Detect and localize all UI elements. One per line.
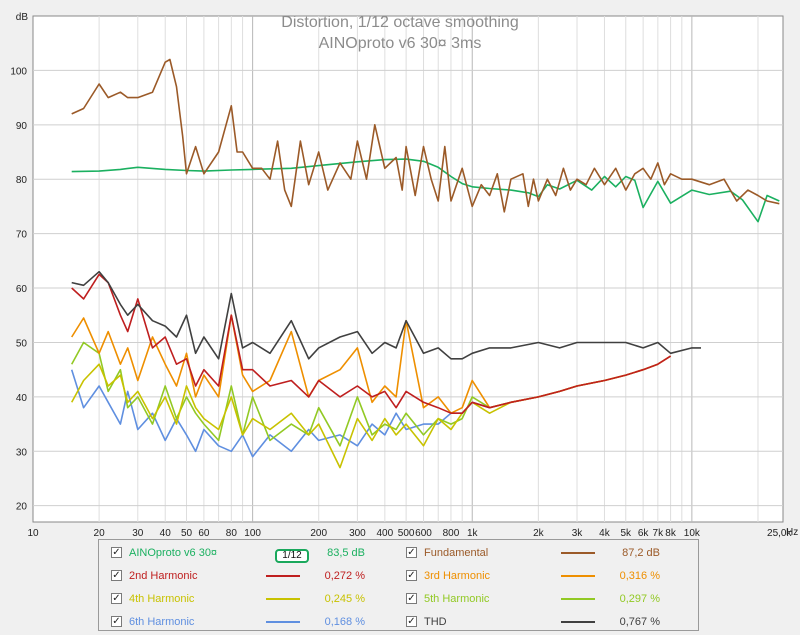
checkbox-6th-harmonic[interactable]: ✓	[111, 616, 122, 627]
legend-item-3rd-harmonic[interactable]: ✓ 3rd Harmonic 0,316 %	[406, 567, 696, 585]
checkbox-thd[interactable]: ✓	[406, 616, 417, 627]
y-tick-label: 60	[16, 284, 28, 295]
x-tick-label: 4k	[599, 528, 611, 539]
y-tick-label: 50	[16, 338, 28, 349]
series-4th-harmonic-line	[70, 363, 626, 469]
chart-title: Distortion, 1/12 octave smoothing	[281, 14, 518, 31]
x-tick-label: 60	[198, 528, 210, 539]
legend-label-2nd-harmonic: 2nd Harmonic	[129, 570, 198, 582]
x-tick-label: 600	[415, 528, 432, 539]
x-tick-label: 80	[226, 528, 238, 539]
y-tick-label: 40	[16, 393, 28, 404]
y-tick-label: 80	[16, 175, 28, 186]
legend-swatch-5th-harmonic	[561, 598, 595, 600]
legend-value-4th-harmonic: 0,245 %	[324, 593, 365, 605]
legend-swatch-thd	[561, 621, 595, 623]
legend-swatch-4th-harmonic	[266, 598, 300, 600]
x-tick-label: 5k	[620, 528, 632, 539]
legend-value-thd: 0,767 %	[619, 616, 660, 628]
legend-label-4th-harmonic: 4th Harmonic	[129, 593, 195, 605]
y-tick-label: 100	[10, 66, 27, 77]
x-tick-label: 100	[244, 528, 261, 539]
x-tick-label: 800	[443, 528, 460, 539]
legend-value-aino: 83,5 dB	[327, 547, 365, 559]
legend-label-6th-harmonic: 6th Harmonic	[129, 616, 195, 628]
legend-swatch-3rd-harmonic	[561, 575, 595, 577]
y-axis-label: dB	[16, 12, 29, 23]
legend-label-thd: THD	[424, 616, 447, 628]
legend-swatch-fundamental	[561, 552, 595, 554]
x-axis-label: Hz	[786, 527, 798, 538]
y-tick-label: 20	[16, 502, 28, 513]
x-tick-label: 500	[398, 528, 415, 539]
x-tick-label: 6k	[638, 528, 650, 539]
x-tick-label: 400	[377, 528, 394, 539]
grid	[33, 16, 783, 522]
x-tick-label: 30	[132, 528, 144, 539]
checkbox-aino[interactable]: ✓	[111, 547, 122, 558]
x-tick-label: 8k	[665, 528, 677, 539]
x-tick-label: 20	[94, 528, 106, 539]
series-group	[70, 58, 780, 469]
legend-swatch-2nd-harmonic	[266, 575, 300, 577]
legend-panel: ✓ AINOproto v6 30¤ 1/12 83,5 dB ✓ Fundam…	[98, 539, 699, 631]
checkbox-fundamental[interactable]: ✓	[406, 547, 417, 558]
x-tick-label: 50	[181, 528, 193, 539]
x-tick-label: 300	[349, 528, 366, 539]
x-tick-label: 10	[27, 528, 39, 539]
legend-item-6th-harmonic[interactable]: ✓ 6th Harmonic 0,168 %	[111, 613, 401, 631]
legend-swatch-6th-harmonic	[266, 621, 300, 623]
legend-value-6th-harmonic: 0,168 %	[324, 616, 365, 628]
checkbox-4th-harmonic[interactable]: ✓	[111, 593, 122, 604]
legend-item-thd[interactable]: ✓ THD 0,767 %	[406, 613, 696, 631]
x-tick-label: 2k	[533, 528, 545, 539]
x-tick-label: 40	[160, 528, 172, 539]
series-ainoproto-v6-30-line	[71, 158, 780, 223]
legend-item-2nd-harmonic[interactable]: ✓ 2nd Harmonic 0,272 %	[111, 567, 401, 585]
x-tick-label: 3k	[572, 528, 584, 539]
series-thd-line	[71, 270, 701, 360]
legend-value-2nd-harmonic: 0,272 %	[324, 570, 365, 582]
legend-value-fundamental: 87,2 dB	[622, 547, 660, 559]
y-tick-label: 90	[16, 121, 28, 132]
distortion-chart: dB Hz Distortion, 1/12 octave smoothing …	[10, 12, 798, 539]
legend-item-5th-harmonic[interactable]: ✓ 5th Harmonic 0,297 %	[406, 590, 696, 608]
x-tick-label: 10k	[684, 528, 701, 539]
legend-value-5th-harmonic: 0,297 %	[619, 593, 660, 605]
series-fundamental-line	[71, 58, 780, 213]
checkbox-5th-harmonic[interactable]: ✓	[406, 593, 417, 604]
checkbox-2nd-harmonic[interactable]: ✓	[111, 570, 122, 581]
legend-item-aino[interactable]: ✓ AINOproto v6 30¤ 1/12 83,5 dB	[111, 544, 401, 563]
tick-labels: 10 20 30 40 50 60 80 100 200 300 400 500 600 800 1k 2k 3…	[10, 66, 792, 539]
y-tick-label: 70	[16, 230, 28, 241]
legend-item-fundamental[interactable]: ✓ Fundamental 87,2 dB	[406, 544, 696, 562]
y-tick-label: 30	[16, 447, 28, 458]
series-2nd-harmonic-line	[71, 273, 672, 415]
legend-label-3rd-harmonic: 3rd Harmonic	[424, 570, 491, 582]
x-tick-label: 25,0k	[767, 528, 792, 539]
x-tick-label: 200	[310, 528, 327, 539]
legend-label-5th-harmonic: 5th Harmonic	[424, 593, 490, 605]
chart-subtitle: AINOproto v6 30¤ 3ms	[319, 35, 482, 52]
x-tick-label: 7k	[653, 528, 665, 539]
legend-item-4th-harmonic[interactable]: ✓ 4th Harmonic 0,245 %	[111, 590, 401, 608]
checkbox-3rd-harmonic[interactable]: ✓	[406, 570, 417, 581]
legend-value-3rd-harmonic: 0,316 %	[619, 570, 660, 582]
x-tick-label: 1k	[467, 528, 479, 539]
legend-label-aino: AINOproto v6 30¤	[129, 547, 218, 559]
smoothing-button[interactable]: 1/12	[275, 549, 309, 563]
legend-label-fundamental: Fundamental	[424, 547, 489, 559]
